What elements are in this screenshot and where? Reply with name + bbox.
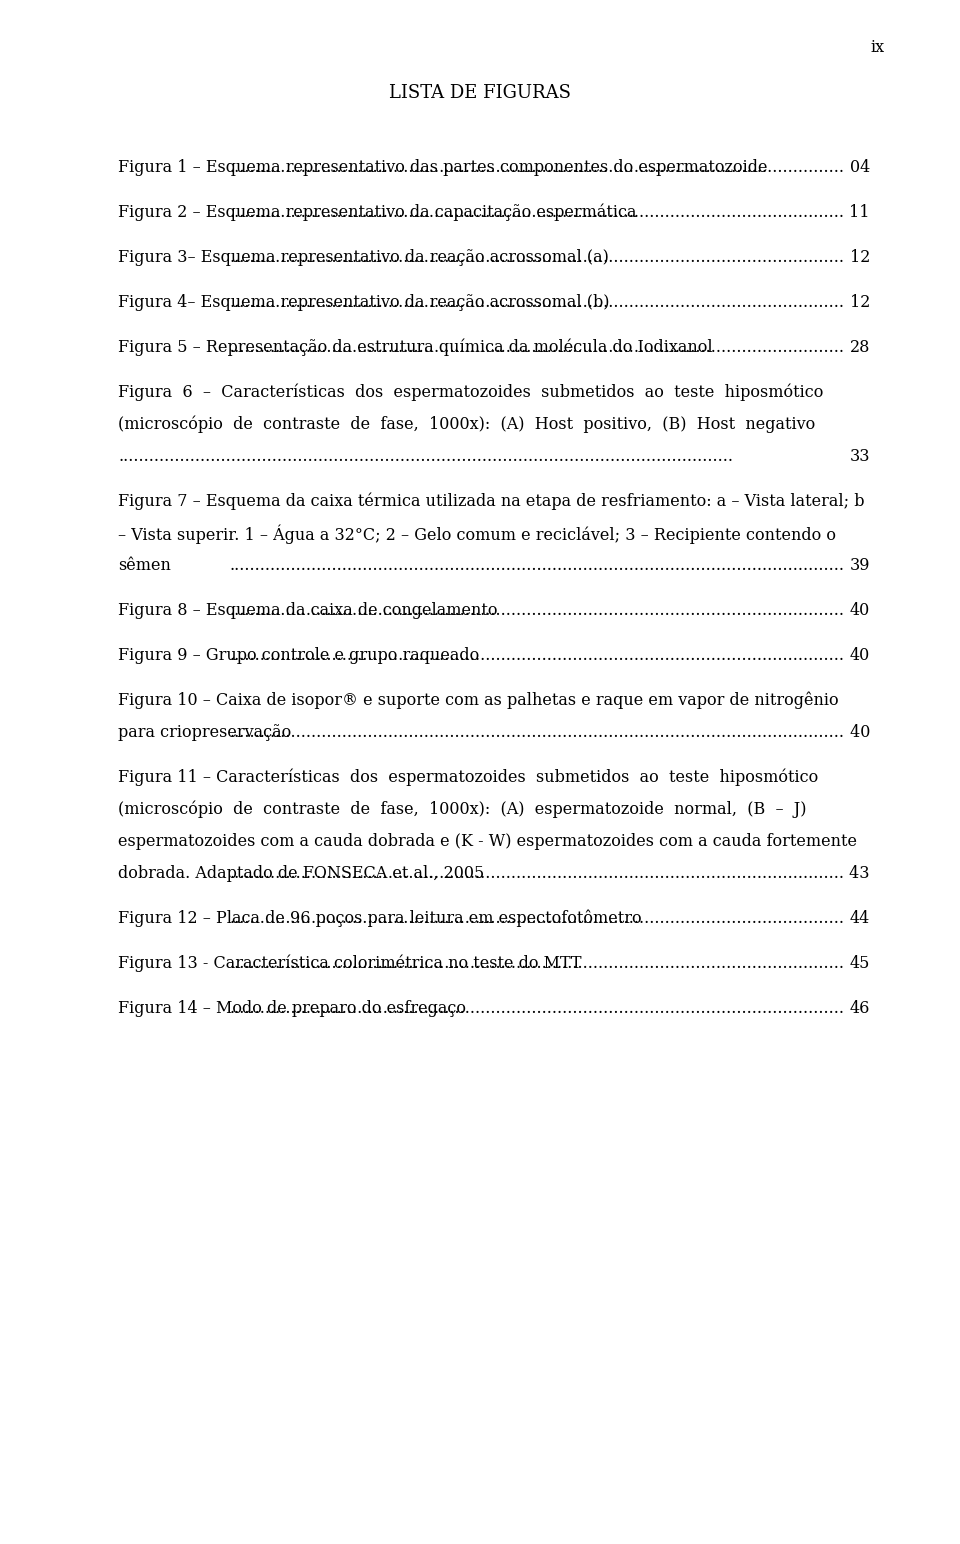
- Text: 44: 44: [850, 909, 870, 926]
- Text: ................................................................................: ........................................…: [230, 204, 845, 221]
- Text: 28: 28: [850, 340, 870, 357]
- Text: Figura 10 – Caixa de isopor® e suporte com as palhetas e raque em vapor de nitro: Figura 10 – Caixa de isopor® e suporte c…: [118, 692, 839, 710]
- Text: espermatozoides com a cauda dobrada e (K - W) espermatozoides com a cauda fortem: espermatozoides com a cauda dobrada e (K…: [118, 834, 857, 851]
- Text: Figura 2 – Esquema representativo da capacitação espermática: Figura 2 – Esquema representativo da cap…: [118, 204, 636, 221]
- Text: Figura 8 – Esquema da caixa de congelamento: Figura 8 – Esquema da caixa de congelame…: [118, 602, 503, 619]
- Text: Figura 1 – Esquema representativo das partes componentes do espermatozoide: Figura 1 – Esquema representativo das pa…: [118, 159, 767, 176]
- Text: sêmen: sêmen: [118, 557, 171, 574]
- Text: ................................................................................: ........................................…: [230, 249, 845, 266]
- Text: ................................................................................: ........................................…: [118, 448, 733, 465]
- Text: 39: 39: [850, 557, 870, 574]
- Text: Figura 7 – Esquema da caixa térmica utilizada na etapa de resfriamento: a – Vist: Figura 7 – Esquema da caixa térmica util…: [118, 493, 865, 511]
- Text: – Vista superir. 1 – Água a 32°C; 2 – Gelo comum e reciclável; 3 – Recipiente co: – Vista superir. 1 – Água a 32°C; 2 – Ge…: [118, 525, 836, 545]
- Text: LISTA DE FIGURAS: LISTA DE FIGURAS: [389, 83, 571, 102]
- Text: Figura  6  –  Características  dos  espermatozoides  submetidos  ao  teste  hipo: Figura 6 – Características dos espermato…: [118, 384, 824, 401]
- Text: ................................................................................: ........................................…: [230, 159, 845, 176]
- Text: Figura 9 – Grupo controle e grupo raqueado: Figura 9 – Grupo controle e grupo raquea…: [118, 647, 485, 664]
- Text: Figura 12 – Placa de 96 poços para leitura em espectofotômetro: Figura 12 – Placa de 96 poços para leitu…: [118, 909, 662, 928]
- Text: Figura 5 – Representação da estrutura química da molécula do Iodixanol: Figura 5 – Representação da estrutura qu…: [118, 340, 723, 357]
- Text: ................................................................................: ........................................…: [230, 956, 845, 973]
- Text: ix: ix: [871, 39, 885, 56]
- Text: ................................................................................: ........................................…: [230, 1001, 845, 1017]
- Text: ................................................................................: ........................................…: [230, 724, 845, 741]
- Text: Figura 4– Esquema representativo da reação acrossomal (b): Figura 4– Esquema representativo da reaç…: [118, 293, 610, 310]
- Text: 40: 40: [850, 647, 870, 664]
- Text: 46: 46: [850, 1001, 870, 1017]
- Text: ................................................................................: ........................................…: [230, 557, 845, 574]
- Text: ................................................................................: ........................................…: [230, 865, 845, 882]
- Text: ................................................................................: ........................................…: [230, 340, 845, 357]
- Text: Figura 13 - Característica colorimétrica no teste do MTT: Figura 13 - Característica colorimétrica…: [118, 956, 582, 973]
- Text: (microscópio  de  contraste  de  fase,  1000x):  (A)  Host  positivo,  (B)  Host: (microscópio de contraste de fase, 1000x…: [118, 415, 815, 434]
- Text: 43: 43: [845, 865, 870, 882]
- Text: para criopreservação: para criopreservação: [118, 724, 291, 741]
- Text: ................................................................................: ........................................…: [230, 909, 845, 926]
- Text: 40: 40: [845, 724, 870, 741]
- Text: 45: 45: [850, 956, 870, 973]
- Text: ................................................................................: ........................................…: [230, 293, 845, 310]
- Text: Figura 11 – Características  dos  espermatozoides  submetidos  ao  teste  hiposm: Figura 11 – Características dos espermat…: [118, 769, 818, 786]
- Text: 40: 40: [850, 602, 870, 619]
- Text: 04: 04: [850, 159, 870, 176]
- Text: 11: 11: [850, 204, 870, 221]
- Text: Figura 14 – Modo de preparo do esfregaço: Figura 14 – Modo de preparo do esfregaço: [118, 1001, 466, 1017]
- Text: 33: 33: [850, 448, 870, 465]
- Text: Figura 3– Esquema representativo da reação acrossomal (a): Figura 3– Esquema representativo da reaç…: [118, 249, 609, 266]
- Text: ................................................................................: ........................................…: [230, 647, 845, 664]
- Text: 12: 12: [850, 293, 870, 310]
- Text: (microscópio  de  contraste  de  fase,  1000x):  (A)  espermatozoide  normal,  (: (microscópio de contraste de fase, 1000x…: [118, 801, 806, 818]
- Text: ................................................................................: ........................................…: [230, 602, 845, 619]
- Text: 12: 12: [850, 249, 870, 266]
- Text: dobrada. Adaptado de FONSECA et al., 2005: dobrada. Adaptado de FONSECA et al., 200…: [118, 865, 484, 882]
